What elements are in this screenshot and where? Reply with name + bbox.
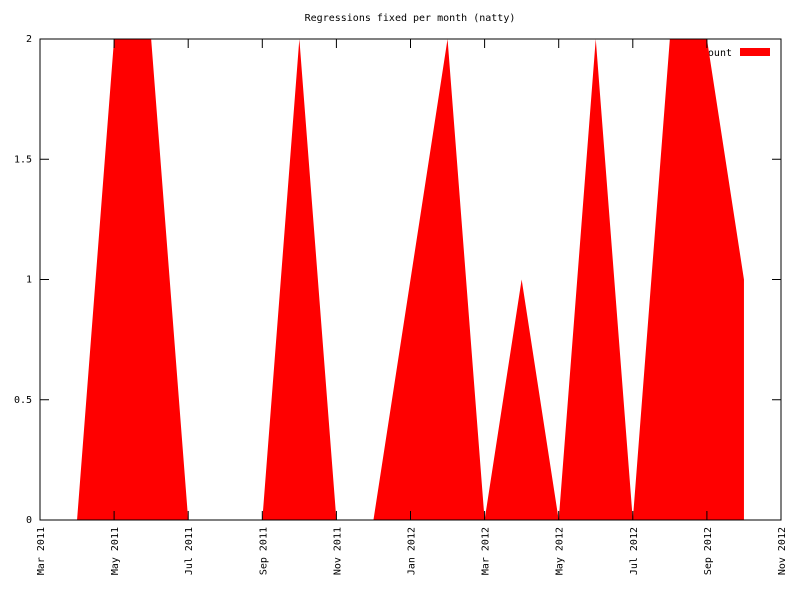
x-tick-label: Sep 2011: [258, 527, 269, 575]
y-tick-label: 0.5: [14, 395, 32, 406]
x-tick-label: May 2012: [555, 527, 566, 575]
legend-label: Count: [702, 48, 732, 59]
x-tick-label: Jul 2011: [184, 527, 195, 575]
chart-title: Regressions fixed per month (natty): [305, 13, 516, 24]
x-tick-label: May 2011: [110, 527, 121, 575]
x-tick-label: Jan 2012: [407, 527, 418, 575]
x-tick-label: Nov 2011: [332, 527, 343, 575]
axes: [39, 38, 782, 521]
area: [77, 39, 744, 520]
y-tick-label: 2: [26, 34, 32, 45]
x-tick-label: Mar 2011: [36, 527, 47, 575]
x-tick-label: Mar 2012: [481, 527, 492, 575]
legend-swatch: [740, 48, 770, 56]
x-tick-label: Sep 2012: [703, 527, 714, 575]
x-tick-label: Jul 2012: [629, 527, 640, 575]
y-tick-label: 1: [26, 275, 32, 286]
y-tick-label: 0: [26, 515, 32, 526]
y-tick-label: 1.5: [14, 154, 32, 165]
x-tick-label: Nov 2012: [777, 527, 788, 575]
